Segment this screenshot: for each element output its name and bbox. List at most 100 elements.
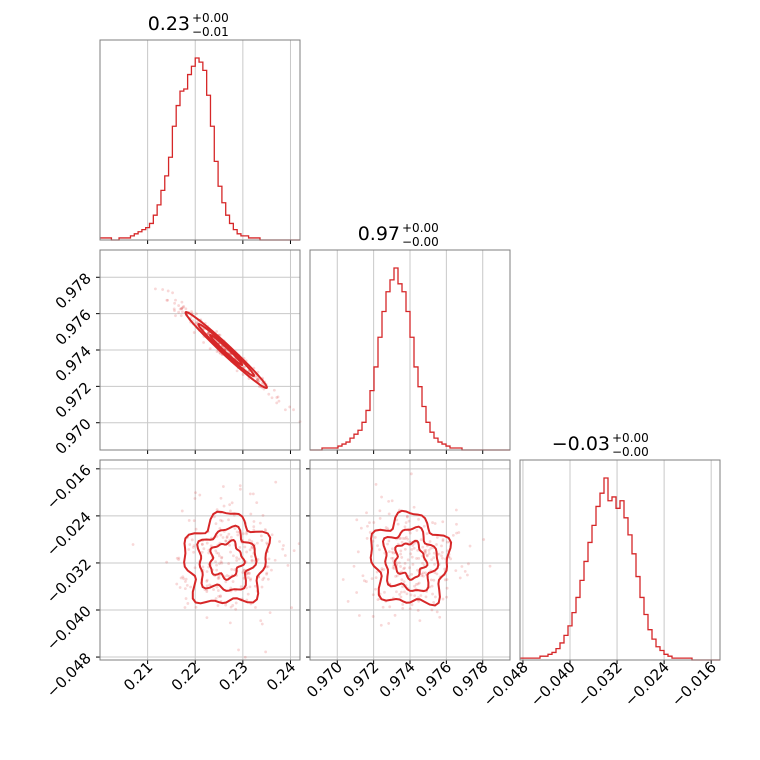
scatter-point bbox=[260, 538, 264, 542]
scatter-point bbox=[217, 574, 221, 578]
scatter-point bbox=[234, 601, 238, 605]
scatter-point bbox=[396, 542, 400, 546]
scatter-point bbox=[248, 548, 252, 552]
scatter-point bbox=[180, 307, 183, 311]
scatter-point bbox=[221, 485, 225, 488]
scatter-point bbox=[215, 563, 218, 567]
scatter-point bbox=[451, 533, 455, 537]
scatter-point bbox=[166, 289, 170, 293]
scatter-point bbox=[433, 571, 437, 575]
scatter-point bbox=[359, 526, 363, 530]
scatter-point bbox=[394, 574, 397, 578]
scatter-point bbox=[214, 560, 217, 564]
scatter-point bbox=[421, 561, 424, 565]
scatter-point bbox=[227, 532, 231, 536]
scatter-point bbox=[355, 518, 359, 522]
scatter-point bbox=[235, 556, 239, 560]
scatter-point bbox=[185, 583, 189, 587]
y-tick-label: 0.972 bbox=[52, 378, 95, 421]
scatter-point bbox=[400, 590, 403, 594]
scatter-point bbox=[247, 572, 250, 575]
scatter-point bbox=[237, 557, 241, 561]
scatter-point bbox=[261, 578, 265, 582]
scatter-point bbox=[252, 528, 256, 532]
scatter-point bbox=[255, 541, 259, 545]
x-tick-label: −0.048 bbox=[480, 658, 532, 710]
scatter-point bbox=[402, 567, 406, 571]
scatter-point bbox=[268, 611, 272, 615]
panel-frame bbox=[99, 39, 301, 241]
scatter-point bbox=[429, 547, 433, 550]
scatter-point bbox=[193, 566, 197, 570]
scatter-point bbox=[373, 536, 377, 539]
scatter-point bbox=[253, 584, 257, 588]
scatter-point bbox=[401, 607, 405, 610]
scatter-point bbox=[270, 533, 274, 537]
scatter-point bbox=[403, 537, 407, 540]
scatter-point bbox=[417, 556, 421, 560]
scatter-point bbox=[440, 550, 444, 554]
scatter-point bbox=[411, 544, 415, 547]
scatter-point bbox=[365, 537, 369, 540]
scatter-point bbox=[241, 532, 245, 536]
scatter-point bbox=[387, 512, 391, 516]
param-title-0: 0.23 +0.00−0.01 bbox=[148, 11, 229, 39]
x-tick-label: 0.23 bbox=[215, 658, 251, 694]
scatter-point bbox=[425, 553, 429, 557]
scatter-point bbox=[215, 585, 219, 589]
scatter-point bbox=[278, 540, 281, 543]
scatter-point bbox=[482, 538, 486, 541]
scatter-point bbox=[425, 554, 429, 558]
contour-level bbox=[381, 525, 440, 593]
scatter-point bbox=[430, 608, 434, 612]
scatter-point bbox=[205, 541, 209, 545]
scatter-point bbox=[194, 605, 198, 609]
scatter-point bbox=[417, 517, 420, 521]
panel-frame bbox=[309, 249, 511, 451]
scatter-point bbox=[378, 548, 381, 552]
scatter-point bbox=[200, 542, 204, 546]
scatter-point bbox=[259, 619, 263, 623]
contour-level bbox=[209, 334, 244, 366]
scatter-point bbox=[182, 305, 186, 308]
scatter-point bbox=[245, 598, 249, 602]
scatter-point bbox=[455, 522, 458, 526]
scatter-point bbox=[215, 330, 219, 333]
scatter-point bbox=[370, 577, 374, 580]
scatter-point bbox=[423, 550, 427, 554]
y-tick-label: 0.976 bbox=[52, 306, 95, 349]
scatter-point bbox=[399, 595, 403, 599]
scatter-point bbox=[410, 548, 414, 551]
scatter-point bbox=[200, 543, 204, 546]
scatter-point bbox=[408, 531, 412, 535]
scatter-point bbox=[400, 578, 404, 582]
scatter-point bbox=[265, 541, 269, 545]
scatter-point bbox=[430, 584, 434, 588]
scatter-point bbox=[205, 570, 209, 573]
scatter-point bbox=[224, 539, 228, 543]
scatter-point bbox=[241, 373, 245, 376]
scatter-point bbox=[395, 574, 399, 578]
scatter-point bbox=[208, 583, 212, 587]
scatter-point bbox=[217, 552, 221, 555]
scatter-point bbox=[201, 565, 205, 569]
scatter-point bbox=[238, 484, 242, 488]
scatter-point bbox=[217, 595, 221, 598]
scatter-point bbox=[245, 550, 249, 554]
scatter-point bbox=[455, 531, 458, 535]
scatter-point bbox=[433, 522, 437, 525]
scatter-point bbox=[408, 607, 412, 611]
scatter-point bbox=[429, 578, 433, 582]
scatter-point bbox=[154, 287, 157, 291]
y-tick-label: −0.016 bbox=[43, 461, 95, 513]
scatter-point bbox=[202, 341, 205, 344]
scatter-point bbox=[274, 480, 278, 484]
scatter-point bbox=[205, 579, 209, 583]
scatter-point bbox=[193, 497, 197, 500]
x-tick-label: −0.032 bbox=[574, 658, 626, 710]
scatter-point bbox=[387, 622, 391, 625]
scatter-point bbox=[227, 562, 231, 565]
scatter-point bbox=[270, 568, 273, 572]
x-tick-label: −0.016 bbox=[668, 658, 720, 710]
scatter-point bbox=[454, 569, 458, 573]
